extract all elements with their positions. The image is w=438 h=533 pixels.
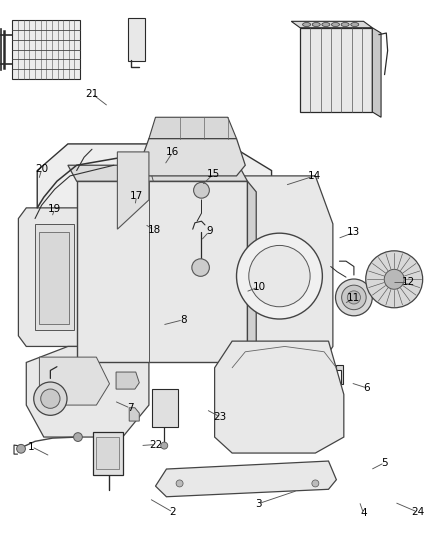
- Text: 16: 16: [166, 148, 179, 157]
- Circle shape: [17, 445, 25, 453]
- Ellipse shape: [341, 22, 349, 27]
- Text: 6: 6: [364, 383, 371, 393]
- Text: 24: 24: [411, 507, 424, 517]
- Bar: [12, 20, 80, 79]
- Circle shape: [192, 259, 209, 276]
- Circle shape: [237, 233, 322, 319]
- Text: 5: 5: [381, 458, 388, 467]
- Polygon shape: [336, 365, 343, 384]
- Polygon shape: [39, 232, 69, 324]
- Text: 11: 11: [347, 294, 360, 303]
- Text: 9: 9: [206, 227, 213, 236]
- Circle shape: [74, 433, 82, 441]
- Polygon shape: [116, 372, 139, 389]
- Text: 13: 13: [347, 228, 360, 237]
- Polygon shape: [300, 28, 372, 112]
- Circle shape: [34, 382, 67, 415]
- Ellipse shape: [312, 22, 320, 27]
- Polygon shape: [155, 461, 336, 497]
- Circle shape: [176, 480, 183, 487]
- Circle shape: [347, 291, 360, 304]
- Text: 14: 14: [308, 171, 321, 181]
- Text: 7: 7: [127, 403, 134, 413]
- Text: 17: 17: [130, 191, 143, 201]
- Circle shape: [194, 182, 209, 198]
- Polygon shape: [372, 28, 381, 117]
- Text: 4: 4: [360, 508, 367, 518]
- Text: 18: 18: [148, 225, 161, 235]
- Text: 15: 15: [207, 169, 220, 179]
- Polygon shape: [26, 346, 149, 437]
- Text: 2: 2: [170, 507, 177, 517]
- Ellipse shape: [332, 22, 339, 27]
- Text: 12: 12: [402, 278, 415, 287]
- Text: 21: 21: [85, 89, 99, 99]
- Ellipse shape: [322, 22, 330, 27]
- Polygon shape: [68, 165, 247, 181]
- Polygon shape: [291, 21, 372, 28]
- Polygon shape: [215, 341, 344, 453]
- Circle shape: [336, 279, 372, 316]
- Polygon shape: [247, 181, 256, 373]
- Polygon shape: [223, 176, 333, 373]
- Circle shape: [312, 480, 319, 487]
- Ellipse shape: [351, 22, 359, 27]
- Text: 19: 19: [48, 204, 61, 214]
- Polygon shape: [77, 181, 247, 362]
- Circle shape: [342, 285, 366, 310]
- Polygon shape: [139, 139, 245, 176]
- Polygon shape: [149, 117, 237, 139]
- Text: 10: 10: [253, 282, 266, 292]
- Text: 3: 3: [255, 499, 262, 508]
- Bar: [152, 389, 178, 427]
- Polygon shape: [117, 152, 149, 229]
- Circle shape: [366, 251, 423, 308]
- Polygon shape: [35, 224, 74, 330]
- Text: 23: 23: [213, 412, 226, 422]
- Polygon shape: [129, 408, 139, 421]
- Text: 1: 1: [28, 442, 35, 451]
- Bar: [96, 437, 119, 469]
- Circle shape: [41, 389, 60, 408]
- Text: 22: 22: [149, 440, 162, 449]
- Circle shape: [161, 442, 168, 449]
- Text: 20: 20: [35, 165, 48, 174]
- Circle shape: [249, 245, 310, 307]
- Polygon shape: [37, 144, 272, 309]
- Polygon shape: [39, 357, 110, 405]
- Polygon shape: [18, 208, 81, 346]
- Bar: [128, 18, 145, 61]
- Bar: [93, 432, 123, 475]
- Text: 8: 8: [180, 315, 187, 325]
- Ellipse shape: [303, 22, 311, 27]
- Circle shape: [384, 269, 404, 289]
